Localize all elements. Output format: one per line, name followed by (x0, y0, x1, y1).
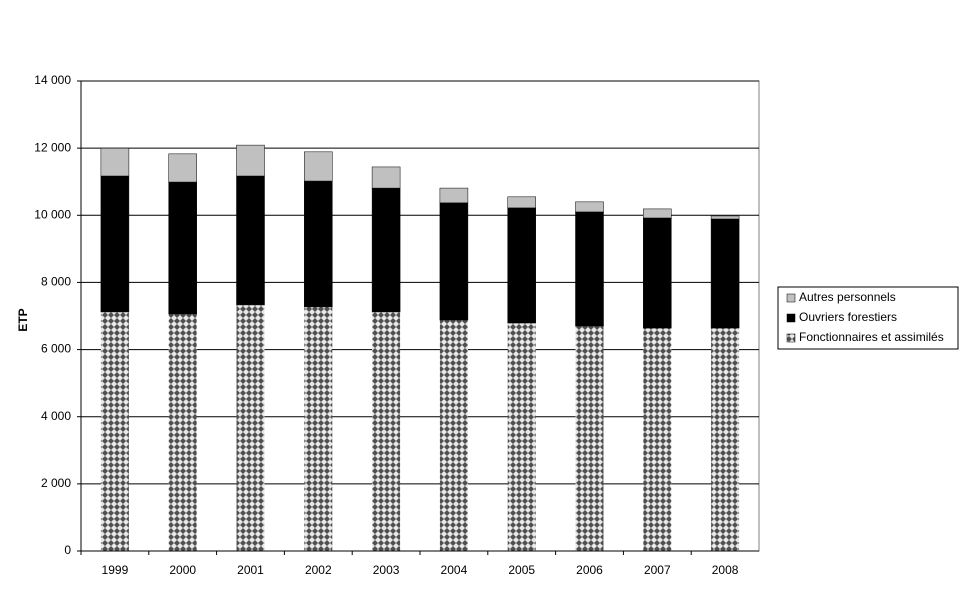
bar-segment (643, 328, 672, 551)
legend-box (777, 286, 959, 350)
legend-swatch (786, 313, 796, 323)
y-tick-label: 8 000 (41, 275, 71, 289)
bar-segment (439, 187, 469, 204)
bar-segment (100, 147, 130, 177)
y-tick-label: 12 000 (34, 140, 71, 154)
bar-segment (575, 211, 604, 327)
y-tick-label: 10 000 (34, 207, 71, 221)
x-tick-label: 2007 (644, 563, 671, 577)
bar-segment (711, 328, 740, 551)
y-axis-label: ETP (16, 308, 30, 331)
x-tick-label: 2000 (169, 563, 196, 577)
bar-segment (439, 320, 468, 551)
bar-segment (304, 306, 333, 551)
x-tick-label: 2005 (508, 563, 535, 577)
x-tick-label: 2002 (305, 563, 332, 577)
bar-segment (304, 151, 333, 182)
x-tick-label: 2003 (373, 563, 400, 577)
bar-segment (236, 304, 265, 551)
bar-segment (304, 180, 333, 308)
bar-segment (168, 181, 197, 315)
bar-segment (371, 166, 401, 189)
bar-segment (100, 175, 130, 313)
y-tick-label: 14 000 (34, 73, 71, 87)
x-tick-label: 1999 (102, 563, 129, 577)
bar-segment (236, 175, 265, 306)
bar-segment (439, 202, 469, 321)
bar-segment (236, 144, 265, 177)
bar-segment (643, 208, 672, 219)
legend-label: Autres personnels (799, 290, 896, 304)
bar-segment (507, 196, 536, 209)
x-tick-label: 2004 (441, 563, 468, 577)
bar-segment (575, 201, 604, 213)
y-tick-label: 6 000 (41, 342, 71, 356)
x-tick-label: 2006 (576, 563, 603, 577)
bar-segment (643, 217, 672, 329)
bar-segment (507, 207, 536, 324)
bar-segment (507, 323, 536, 551)
legend-label: Ouvriers forestiers (799, 310, 897, 324)
bar-segment (168, 313, 197, 551)
bar-segment (575, 326, 604, 551)
y-tick-label: 2 000 (41, 476, 71, 490)
bar-segment (371, 187, 401, 313)
legend-label: Fonctionnaires et assimilés (799, 330, 944, 344)
bar-segment (710, 218, 740, 329)
legend-swatch (786, 293, 796, 303)
bar-segment (710, 215, 740, 220)
legend-swatch (786, 333, 796, 343)
y-tick-label: 4 000 (41, 409, 71, 423)
bar-segment (100, 311, 129, 551)
bar-segment (372, 311, 401, 551)
x-tick-label: 2008 (712, 563, 739, 577)
y-tick-label: 0 (64, 543, 71, 557)
bar-segment (168, 153, 197, 183)
x-tick-label: 2001 (237, 563, 264, 577)
